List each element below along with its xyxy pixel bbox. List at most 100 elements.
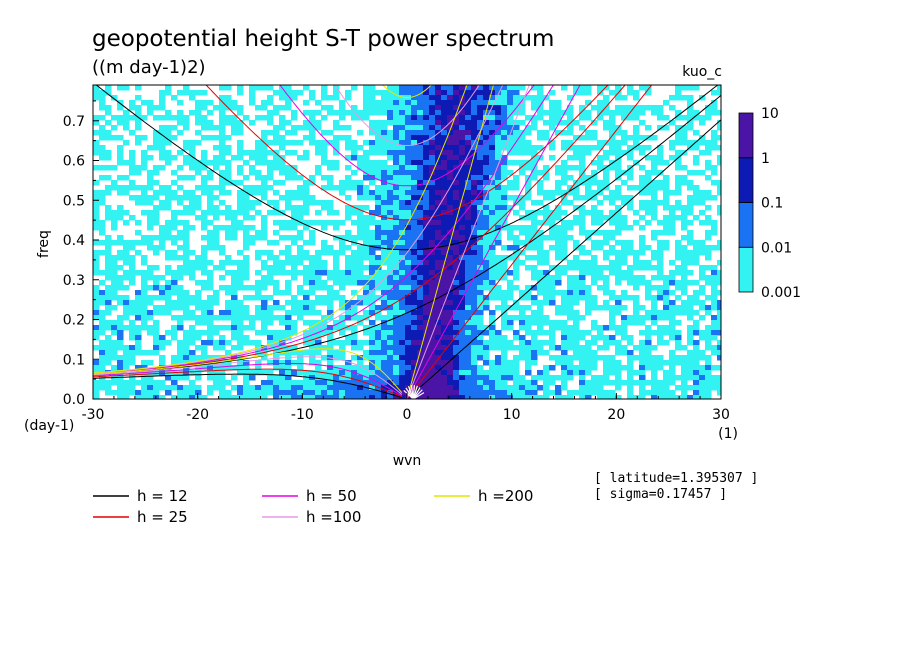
heatmap-cell	[663, 390, 670, 396]
heatmap-cell	[387, 255, 394, 261]
heatmap-cell	[675, 85, 682, 91]
heatmap-cell	[225, 145, 232, 151]
heatmap-cell	[495, 135, 502, 141]
heatmap-cell	[423, 175, 430, 181]
heatmap-cell	[111, 260, 118, 266]
heatmap-cell	[477, 165, 484, 171]
heatmap-cell	[585, 390, 592, 396]
heatmap-cell	[621, 270, 628, 276]
heatmap-cell	[159, 95, 166, 101]
heatmap-cell	[339, 275, 346, 281]
heatmap-cell	[399, 145, 406, 151]
heatmap-cell	[573, 205, 580, 211]
heatmap-cell	[669, 260, 676, 266]
heatmap-cell	[375, 325, 382, 331]
heatmap-cell	[159, 240, 166, 246]
heatmap-cell	[465, 370, 472, 376]
heatmap-cell	[375, 375, 382, 381]
heatmap-cell	[429, 325, 436, 331]
heatmap-cell	[561, 395, 568, 399]
heatmap-cell	[447, 175, 454, 181]
heatmap-cell	[705, 335, 712, 341]
heatmap-cell	[477, 220, 484, 226]
heatmap-cell	[465, 145, 472, 151]
heatmap-cell	[639, 315, 646, 321]
heatmap-cell	[393, 265, 400, 271]
heatmap-cell	[135, 330, 142, 336]
heatmap-cell	[333, 270, 340, 276]
heatmap-cell	[687, 195, 694, 201]
heatmap-cell	[381, 275, 388, 281]
heatmap-cell	[207, 170, 214, 176]
heatmap-cell	[537, 115, 544, 121]
heatmap-cell	[447, 370, 454, 376]
heatmap-cell	[705, 105, 712, 111]
heatmap-cell	[189, 310, 196, 316]
heatmap-cell	[627, 350, 634, 356]
heatmap-cell	[399, 175, 406, 181]
heatmap-cell	[663, 360, 670, 366]
heatmap-cell	[405, 140, 412, 146]
heatmap-cell	[585, 115, 592, 121]
heatmap-cell	[285, 360, 292, 366]
heatmap-cell	[387, 355, 394, 361]
heatmap-cell	[363, 95, 370, 101]
heatmap-cell	[123, 285, 130, 291]
kelvin-wave-curve	[406, 119, 721, 399]
heatmap-cell	[267, 165, 274, 171]
heatmap-cell	[105, 110, 112, 116]
heatmap-cell	[501, 315, 508, 321]
heatmap-cell	[267, 275, 274, 281]
heatmap-cell	[333, 325, 340, 331]
heatmap-cell	[513, 315, 520, 321]
heatmap-cell	[249, 150, 256, 156]
heatmap-cell	[315, 300, 322, 306]
heatmap-cell	[219, 180, 226, 186]
heatmap-cell	[165, 125, 172, 131]
heatmap-cell	[375, 360, 382, 366]
heatmap-cell	[159, 310, 166, 316]
heatmap-cell	[153, 165, 160, 171]
heatmap-cell	[189, 210, 196, 216]
heatmap-cell	[705, 215, 712, 221]
heatmap-cell	[243, 370, 250, 376]
heatmap-cell	[225, 360, 232, 366]
heatmap-cell	[477, 325, 484, 331]
heatmap-cell	[213, 375, 220, 381]
heatmap-cell	[513, 130, 520, 136]
heatmap-cell	[279, 365, 286, 371]
heatmap-cell	[159, 245, 166, 251]
heatmap-cell	[405, 340, 412, 346]
heatmap-cell	[387, 310, 394, 316]
heatmap-cell	[615, 215, 622, 221]
heatmap-cell	[159, 150, 166, 156]
heatmap-cell	[657, 360, 664, 366]
heatmap-cell	[273, 285, 280, 291]
heatmap-cell	[471, 185, 478, 191]
heatmap-cell	[531, 85, 538, 91]
heatmap-cell	[513, 265, 520, 271]
heatmap-cell	[231, 365, 238, 371]
heatmap-cell	[561, 290, 568, 296]
heatmap-cell	[525, 165, 532, 171]
heatmap-cell	[243, 380, 250, 386]
heatmap-cell	[201, 340, 208, 346]
heatmap-cell	[639, 180, 646, 186]
heatmap-cell	[717, 390, 721, 396]
heatmap-cell	[351, 155, 358, 161]
heatmap-cell	[711, 230, 718, 236]
heatmap-cell	[417, 200, 424, 206]
heatmap-cell	[333, 120, 340, 126]
heatmap-cell	[261, 265, 268, 271]
heatmap-cell	[687, 185, 694, 191]
heatmap-cell	[201, 355, 208, 361]
heatmap-cell	[513, 100, 520, 106]
colorbar-label: 10	[761, 106, 779, 122]
heatmap-cell	[309, 320, 316, 326]
heatmap-cell	[153, 310, 160, 316]
heatmap-cell	[411, 105, 418, 111]
heatmap-cell	[447, 280, 454, 286]
heatmap-cell	[549, 375, 556, 381]
heatmap-cell	[297, 300, 304, 306]
heatmap-cell	[459, 275, 466, 281]
